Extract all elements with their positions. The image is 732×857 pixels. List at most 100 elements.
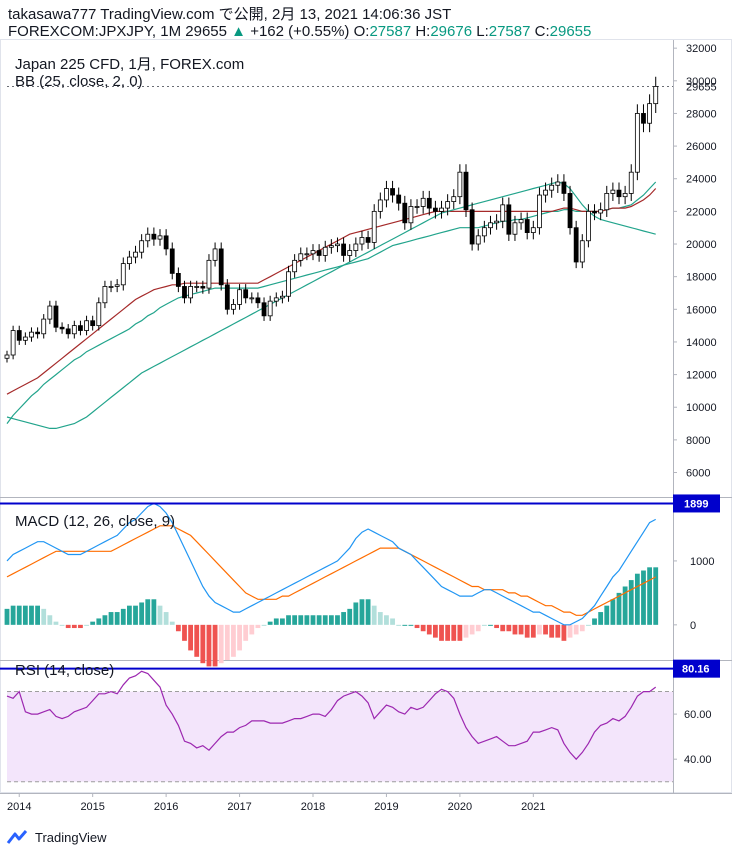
macd-histogram-bar (157, 605, 163, 625)
up-arrow-icon: ▲ (231, 23, 247, 40)
candle-body (4, 354, 10, 359)
candle-body (292, 259, 298, 273)
candle-body (212, 248, 218, 261)
macd-histogram-bar (139, 602, 145, 625)
header-ohlc: FOREXCOM:JPXJPY, 1M 29655 ▲ +162 (+0.55%… (8, 23, 591, 40)
candle-body (457, 171, 463, 198)
candle-body (206, 259, 212, 289)
candle-body (200, 286, 206, 289)
macd-histogram-bar (41, 608, 47, 625)
y-tick-label: 24000 (686, 174, 717, 186)
rsi-legend: RSI (14, close) (15, 662, 115, 679)
y-tick-label: 14000 (686, 337, 717, 349)
candle-body (114, 284, 120, 287)
macd-histogram-bar (286, 615, 291, 625)
candle-body (579, 240, 585, 263)
y-tick-label: 20000 (686, 239, 717, 251)
candle-body (586, 210, 591, 242)
candle-body (65, 328, 71, 335)
candle-body (390, 188, 395, 196)
candle-body (524, 219, 530, 233)
candle-body (592, 210, 597, 214)
macd-histogram-bar (255, 624, 261, 629)
macd-histogram-bar (469, 624, 475, 635)
rsi-marker-label: 80.16 (682, 664, 710, 676)
y-tick-label: 12000 (686, 370, 717, 382)
macd-histogram-bar (524, 624, 530, 638)
y-tick-label: 1000 (690, 556, 714, 568)
macd-histogram-bar (243, 624, 249, 641)
y-tick-label: 32000 (686, 43, 717, 55)
candle-body (555, 181, 561, 186)
candle-body (133, 251, 138, 258)
macd-histogram-bar (628, 580, 634, 625)
macd-histogram-bar (200, 624, 206, 664)
macd-histogram-bar (439, 624, 444, 641)
candle-body (359, 237, 365, 245)
candle-body (408, 206, 414, 224)
macd-histogram-bar (420, 624, 426, 632)
candle-body (163, 235, 169, 250)
candle-body (102, 286, 108, 304)
candle-body (610, 189, 616, 194)
candle-body (573, 227, 579, 263)
tradingview-brand[interactable]: TradingView (6, 829, 107, 845)
candle-body (108, 286, 114, 288)
x-tick-label: 2018 (301, 801, 325, 813)
y-tick-label: 26000 (686, 141, 717, 153)
macd-histogram-bar (16, 605, 22, 625)
macd-histogram-bar (445, 624, 451, 641)
macd-histogram-bar (35, 605, 40, 625)
macd-histogram-bar (71, 624, 77, 629)
macd-histogram-bar (634, 573, 640, 625)
macd-histogram-bar (433, 624, 438, 638)
macd-histogram-bar (47, 615, 53, 625)
candle-body (328, 245, 334, 248)
macd-histogram-bar (310, 615, 316, 625)
macd-histogram-bar (610, 599, 616, 625)
rsi-band (7, 691, 673, 782)
brand-label: TradingView (35, 829, 107, 845)
y-tick-label: 6000 (686, 468, 710, 480)
candle-body (402, 202, 408, 224)
macd-histogram-bar (530, 624, 536, 638)
candle-body (537, 194, 542, 229)
candle-body (634, 113, 640, 173)
macd-marker-tag (673, 494, 720, 513)
candle-body (261, 302, 267, 317)
y-tick-label: 22000 (686, 206, 717, 218)
candle-body (500, 204, 506, 222)
candle-body (53, 305, 59, 328)
macd-histogram-bar (426, 624, 432, 635)
header-line1: takasawa777 TradingView.com で公開, 2月 13, … (8, 6, 452, 23)
macd-histogram-bar (175, 624, 181, 632)
close-value: 29655 (549, 23, 592, 40)
macd-histogram-bar (604, 605, 610, 625)
macd-histogram-bar (365, 599, 371, 625)
last-price-label: 29655 (686, 81, 717, 93)
macd-histogram-bar (212, 624, 218, 667)
candle-body (120, 263, 126, 286)
candle-body (512, 222, 518, 235)
macd-histogram-bar (304, 615, 310, 625)
x-tick-label: 2019 (374, 801, 398, 813)
candle-body (255, 297, 261, 304)
candle-body (481, 227, 487, 237)
macd-histogram-bar (169, 621, 175, 625)
candle-body (175, 272, 181, 287)
symbol-label: FOREXCOM:JPXJPY, 1M 29655 (8, 23, 227, 40)
x-tick-label: 2015 (80, 801, 104, 813)
macd-histogram-bar (622, 586, 628, 625)
macd-histogram-bar (261, 624, 267, 626)
macd-histogram-bar (163, 612, 169, 625)
macd-histogram-bar (280, 618, 285, 625)
macd-histogram-bar (4, 608, 10, 625)
y-tick-label: 10000 (686, 402, 717, 414)
rsi-line (6, 670, 657, 761)
candle-body (604, 193, 610, 211)
macd-histogram-bar (647, 567, 652, 625)
candle-body (506, 204, 512, 235)
x-tick-label: 2017 (227, 801, 251, 813)
candle-body (218, 248, 224, 286)
